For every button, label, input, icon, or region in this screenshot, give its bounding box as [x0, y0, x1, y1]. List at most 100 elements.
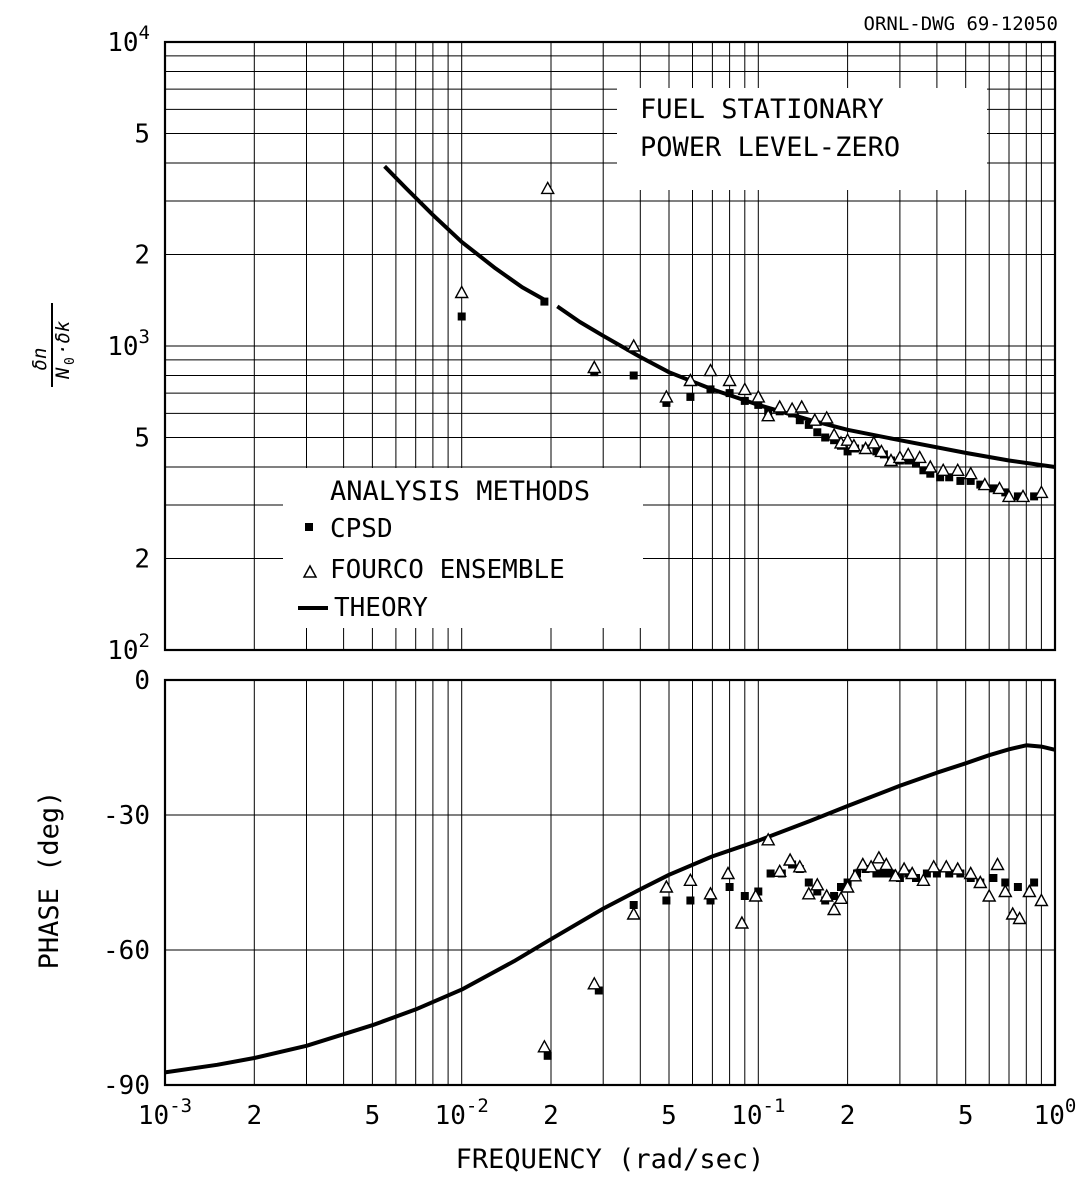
cpsd-point — [540, 297, 549, 306]
cpsd-point — [872, 869, 881, 878]
theory-line — [164, 743, 1056, 1075]
cpsd-point — [904, 456, 913, 465]
cpsd-point — [754, 887, 763, 896]
phase-y-tick-labels: 0 -30 -60 -90 — [103, 666, 150, 1101]
cpsd-point — [872, 447, 881, 456]
cpsd-point — [754, 400, 763, 409]
legend-background — [283, 468, 643, 628]
cpsd-point — [543, 1051, 552, 1060]
fourco-point — [912, 449, 927, 464]
fourco-point — [992, 480, 1007, 495]
fourco-point — [794, 399, 809, 413]
fourco-point — [990, 857, 1005, 871]
cpsd-point — [912, 459, 920, 468]
fourco-point — [722, 373, 737, 387]
fourco-point — [772, 863, 787, 877]
phase-x-label: FREQUENCY (rad/sec) — [456, 1144, 765, 1175]
phase-theory-curve — [164, 743, 1056, 1075]
fourco-point — [751, 389, 766, 403]
phase-x-tick-label: 2 — [543, 1101, 559, 1131]
fourco-point — [840, 432, 855, 446]
fourco-point — [863, 859, 879, 873]
cpsd-point — [837, 883, 845, 891]
fourco-point — [826, 902, 842, 916]
fourco-point — [720, 866, 736, 880]
magnitude-theory-curve — [383, 164, 1056, 469]
fourco-point — [874, 443, 889, 458]
magnitude-y-tick-label: 5 — [134, 424, 150, 454]
cpsd-point — [686, 392, 695, 401]
subtitle-line-2: POWER LEVEL-ZERO — [640, 132, 900, 163]
fourco-point — [626, 338, 641, 352]
subtitle-background — [617, 88, 987, 190]
fourco-point — [792, 859, 807, 873]
fourco-point — [1015, 488, 1031, 503]
magnitude-frame — [163, 40, 1057, 652]
fourco-point — [847, 868, 863, 882]
svg-text:0: 0 — [63, 357, 78, 365]
phase-panel: 0 -30 -60 -90 10-3 2 5 10-2 2 5 10-1 2 5 100 PHASE (… — [34, 666, 1076, 1175]
phase-y-tick-label: -30 — [103, 801, 150, 831]
fourco-point — [950, 462, 965, 476]
cpsd-point — [956, 476, 965, 485]
theory-line-segment — [556, 304, 1056, 469]
fourco-point — [998, 884, 1013, 898]
magnitude-y-tick-label: 2 — [134, 545, 150, 575]
fourco-point — [901, 446, 916, 461]
fourco-point — [659, 879, 674, 893]
svg-text:N: N — [52, 367, 74, 380]
fourco-point — [977, 477, 992, 491]
fourco-point — [826, 427, 842, 441]
fourco-point — [840, 879, 855, 893]
fourco-point — [540, 180, 555, 195]
legend-title: ANALYSIS METHODS — [330, 476, 590, 507]
cpsd-point — [686, 896, 695, 905]
fourco-point — [1022, 884, 1037, 898]
fourco-point — [537, 1039, 552, 1053]
fourco-point — [1034, 484, 1049, 499]
cpsd-point — [706, 385, 715, 394]
magnitude-y-tick-labels: 102 2 5 103 2 5 104 — [107, 22, 150, 666]
magnitude-y-tick-label: 2 — [134, 241, 150, 271]
phase-x-tick-label: 10-1 — [731, 1095, 785, 1131]
cpsd-point — [725, 389, 734, 398]
cpsd-point — [879, 869, 888, 878]
fourco-point — [626, 906, 641, 920]
fourco-point — [936, 462, 951, 476]
cpsd-point — [629, 371, 638, 380]
drawing-number: ORNL-DWG 69-12050 — [864, 13, 1058, 35]
fourco-point — [782, 852, 798, 866]
cpsd-point — [1030, 878, 1039, 887]
cpsd-point — [936, 473, 945, 482]
fourco-point — [866, 435, 881, 449]
fourco-point — [819, 410, 834, 424]
cpsd-point — [813, 428, 822, 437]
magnitude-fourco-points — [454, 180, 1049, 503]
cpsd-point — [821, 433, 830, 442]
fourco-point — [748, 888, 763, 902]
phase-x-tick-labels: 10-3 2 5 10-2 2 5 10-1 2 5 100 — [138, 1095, 1076, 1131]
legend-marker-fourco — [302, 564, 318, 578]
fourco-point — [659, 389, 674, 403]
magnitude-y-tick-label: 102 — [107, 630, 150, 666]
phase-x-tick-label: 5 — [365, 1101, 381, 1131]
cpsd-point — [887, 869, 895, 878]
fourco-point — [871, 850, 887, 864]
cpsd-point — [989, 874, 998, 882]
fourco-point — [963, 466, 978, 480]
fourco-point — [772, 399, 787, 413]
phase-fourco-points — [537, 832, 1049, 1053]
fourco-point — [1034, 893, 1049, 907]
subtitle-line-1: FUEL STATIONARY — [640, 94, 884, 125]
phase-x-tick-label: 100 — [1034, 1095, 1077, 1131]
cpsd-point — [804, 878, 813, 887]
fourco-point — [888, 868, 903, 882]
fourco-point — [1005, 906, 1020, 920]
cpsd-point — [725, 883, 734, 891]
fourco-point — [923, 459, 938, 473]
cpsd-point — [1013, 883, 1022, 891]
fourco-point — [801, 886, 816, 900]
cpsd-point — [926, 469, 935, 478]
fourco-point — [810, 877, 825, 891]
